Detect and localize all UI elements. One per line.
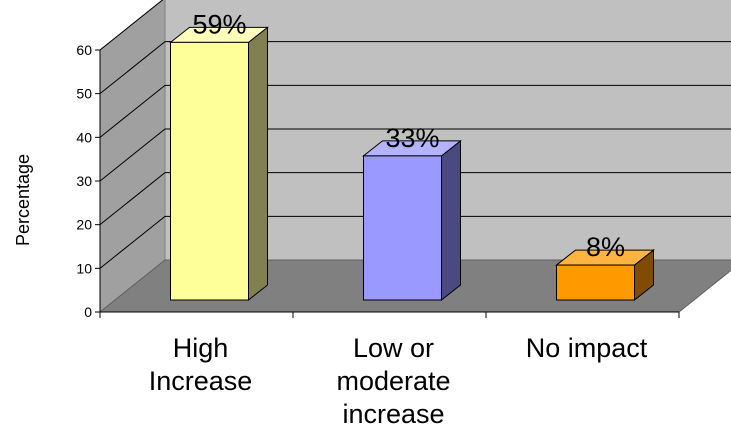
bar-front [363, 155, 442, 301]
x-tick-label: High Increase [149, 333, 253, 396]
x-tick-label-line: Increase [149, 366, 253, 396]
bar [555, 249, 655, 302]
category-labels: High Increase Low or moderate increase No imp… [149, 333, 648, 429]
x-tick-label-line: moderate [336, 366, 450, 396]
bar-front [170, 41, 249, 301]
gridline [99, 172, 731, 226]
y-tick-label: 60 [76, 42, 92, 58]
bar [362, 139, 462, 302]
y-tick-label: 40 [76, 129, 92, 145]
x-tick-label: No impact [526, 333, 648, 363]
bar [169, 26, 269, 302]
gridline [99, 215, 731, 269]
axes: 0 10 20 30 40 50 60 [76, 42, 680, 320]
y-tick-label: 0 [84, 304, 92, 320]
gridline [99, 41, 731, 95]
data-label: 59% [192, 9, 246, 39]
data-label: 33% [385, 123, 439, 153]
y-axis-title: Percentage [13, 154, 33, 246]
bar-front [556, 264, 635, 301]
x-tick-label-line: High [173, 333, 229, 363]
x-tick-label-line: increase [342, 399, 444, 429]
bar-side [441, 139, 461, 302]
gridline [99, 84, 731, 138]
bar-side [248, 26, 268, 302]
bars [169, 26, 655, 302]
y-tick-label: 10 [76, 260, 92, 276]
y-tick-label: 20 [76, 217, 92, 233]
x-tick-label-line: Low or [353, 333, 434, 363]
chart-walls [99, 0, 731, 314]
data-label: 8% [586, 232, 625, 262]
y-tick-label: 50 [76, 86, 92, 102]
data-labels: 59% 33% 8% [192, 9, 625, 262]
y-tick-label: 30 [76, 173, 92, 189]
gridlines [99, 0, 731, 269]
gridline [99, 128, 731, 182]
side-wall [99, 0, 166, 314]
x-tick-label: Low or moderate increase [336, 333, 450, 429]
gridline [99, 0, 164, 51]
x-tick-label-line: No impact [526, 333, 648, 363]
